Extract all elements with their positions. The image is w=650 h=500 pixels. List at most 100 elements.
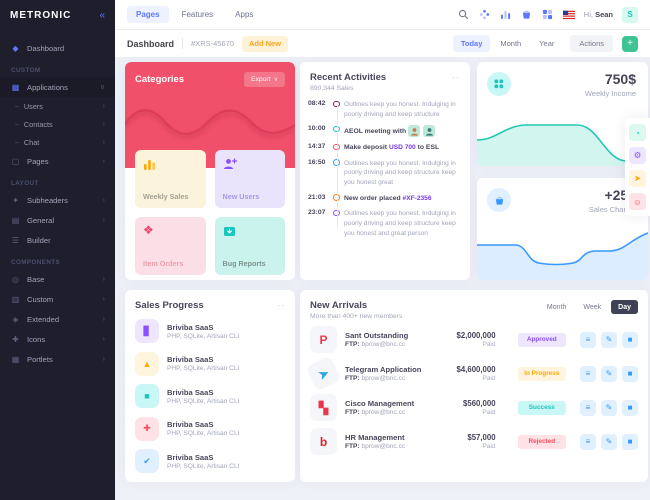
activity-item[interactable]: 08:42 Outlines keep you honest. Indulging… — [308, 100, 462, 119]
range-today-button[interactable]: Today — [452, 35, 491, 52]
activity-time: 23:07 — [308, 209, 326, 217]
sidebar-item-portlets[interactable]: ▦ Portlets › — [0, 349, 115, 369]
arrivals-tab-month[interactable]: Month — [546, 303, 567, 311]
arrivals-tab-day[interactable]: Day — [611, 300, 638, 314]
activity-dot-container — [329, 209, 344, 238]
activity-item[interactable]: 14:37 Make deposit USD 700 to ESL — [308, 143, 462, 153]
view-button[interactable]: ≡ — [580, 365, 596, 382]
row-actions: ≡ ✎ ■ — [580, 433, 638, 450]
delete-button[interactable]: ■ — [622, 433, 638, 450]
activity-time: 10:00 — [308, 125, 326, 133]
sidebar-item-custom[interactable]: ▥ Custom › — [0, 289, 115, 309]
sidebar-item-base[interactable]: ◎ Base › — [0, 269, 115, 289]
basket-icon[interactable] — [521, 9, 533, 21]
view-button[interactable]: ≡ — [580, 331, 596, 348]
card-menu-dots[interactable]: ·· — [277, 300, 285, 310]
sales-progress-item[interactable]: ▲ Briviba SaaS PHP, SQLite, Artisan CLI — [135, 351, 285, 376]
project-name: Briviba SaaS — [167, 322, 214, 332]
edit-button[interactable]: ✎ — [601, 399, 617, 416]
user-name: Sean — [595, 10, 613, 19]
stats-icon[interactable] — [500, 9, 512, 21]
send-tool-icon[interactable]: ➤ — [629, 170, 646, 187]
diamonds-icon: ❖ — [143, 223, 154, 237]
sidebar-item-general[interactable]: ▤ General › — [0, 210, 115, 230]
quick-toolbar: ◔ ⚙ ➤ ☺ — [625, 118, 650, 216]
tile-item-orders[interactable]: ❖ Item Orders — [135, 217, 206, 275]
range-year-button[interactable]: Year — [539, 39, 555, 48]
range-month-button[interactable]: Month — [500, 39, 522, 48]
add-button[interactable]: + — [622, 35, 638, 52]
sales-progress-item[interactable]: ■ Briviba SaaS PHP, SQLite, Artisan CLI — [135, 384, 285, 408]
activity-item[interactable]: 10:00 AEOL meeting with — [308, 125, 462, 138]
grid-icon[interactable] — [542, 9, 554, 21]
company-name: Telegram Application — [345, 364, 422, 374]
delete-button[interactable]: ■ — [622, 399, 638, 416]
tile-new-users[interactable]: New Users — [214, 150, 285, 208]
activity-item[interactable]: 16:50 Outlines keep you honest. Indulging… — [308, 159, 462, 188]
sidebar-item-subheaders[interactable]: ✦ Subheaders › — [0, 190, 115, 210]
tile-bug-reports[interactable]: Bug Reports — [214, 217, 285, 275]
edit-button[interactable]: ✎ — [601, 433, 617, 450]
company-cell: Telegram Application FTP: bprow@bnc.cc — [345, 365, 438, 383]
range-buttons: Today Month Year — [452, 35, 563, 52]
sidebar-item-pages[interactable]: ▢ Pages › — [0, 151, 115, 171]
amount-note: Paid — [482, 341, 496, 349]
tile-weekly-sales[interactable]: Weekly Sales — [135, 150, 206, 208]
sidebar-item-contacts[interactable]: – Contacts › — [0, 115, 115, 133]
tab-features[interactable]: Features — [181, 10, 214, 19]
project-stack: PHP, SQLite, Artisan CLI — [167, 365, 240, 372]
sidebar-item-dashboard[interactable]: ◆ Dashboard — [0, 38, 115, 58]
us-flag-icon[interactable] — [562, 9, 575, 21]
sidebar-item-chat[interactable]: – Chat › — [0, 133, 115, 151]
app-icon: ✔ — [135, 449, 159, 473]
pages-icon: ▢ — [11, 156, 20, 166]
categories-title: Categories — [135, 74, 185, 85]
row-actions: ≡ ✎ ■ — [580, 331, 638, 348]
edit-button[interactable]: ✎ — [601, 365, 617, 382]
actions-button[interactable]: Actions — [570, 35, 613, 52]
sidebar-item-builder[interactable]: ☰ Builder — [0, 230, 115, 250]
sales-progress-list: ▊ Briviba SaaS PHP, SQLite, Artisan CLI ▲ Br… — [125, 317, 295, 484]
tab-apps[interactable]: Apps — [235, 10, 254, 19]
reports-tool-icon[interactable]: ◔ — [629, 124, 646, 141]
compass-icon[interactable] — [479, 9, 491, 21]
sales-change-label: Sales Change — [588, 205, 636, 214]
activity-item[interactable]: 21:03 New order placed #XF-2356 — [308, 194, 462, 204]
dash-bullet-icon: – — [15, 120, 19, 128]
company-logo-icon: ▚ — [310, 394, 337, 421]
sidebar-item-applications[interactable]: ▦ Applications ∨ — [0, 77, 115, 97]
card-menu-dots[interactable]: ·· — [452, 72, 460, 82]
support-tool-icon[interactable]: ☺ — [629, 193, 646, 210]
avatar[interactable]: S — [622, 6, 638, 23]
add-new-button[interactable]: Add New — [241, 35, 289, 52]
row-actions: ≡ ✎ ■ — [580, 365, 638, 382]
delete-button[interactable]: ■ — [622, 331, 638, 348]
view-button[interactable]: ≡ — [580, 433, 596, 450]
settings-tool-icon[interactable]: ⚙ — [629, 147, 646, 164]
sidebar-item-icons[interactable]: ✚ Icons › — [0, 329, 115, 349]
project-name: Briviba SaaS — [167, 355, 214, 364]
sidebar-item-label: Pages — [27, 156, 49, 166]
weekly-income-label: Weekly Income — [584, 89, 636, 98]
edit-button[interactable]: ✎ — [601, 331, 617, 348]
sidebar-item-users[interactable]: – Users › — [0, 97, 115, 115]
sales-progress-item[interactable]: ▊ Briviba SaaS PHP, SQLite, Artisan CLI — [135, 319, 285, 343]
portlets-icon: ▦ — [11, 354, 20, 364]
meeting-avatars — [408, 125, 436, 138]
general-icon: ▤ — [11, 215, 20, 225]
sidebar-item-extended[interactable]: ◈ Extended › — [0, 309, 115, 329]
view-button[interactable]: ≡ — [580, 399, 596, 416]
activity-dot-container — [329, 100, 344, 119]
sidebar-collapse-icon[interactable]: « — [99, 9, 105, 21]
export-button[interactable]: Export ∨ — [243, 72, 285, 87]
delete-button[interactable]: ■ — [622, 365, 638, 382]
arrivals-tab-week[interactable]: Week — [583, 303, 602, 311]
sales-progress-item[interactable]: ✚ Briviba SaaS PHP, SQLite, Artisan CLI — [135, 416, 285, 441]
tab-pages[interactable]: Pages — [127, 6, 169, 23]
chevron-icon: › — [102, 216, 105, 224]
sales-progress-item[interactable]: ✔ Briviba SaaS PHP, SQLite, Artisan CLI — [135, 449, 285, 473]
search-icon[interactable] — [458, 9, 470, 21]
activity-item[interactable]: 23:07 Outlines keep you honest. Indulging… — [308, 209, 462, 238]
tile-label: Bug Reports — [222, 259, 266, 268]
